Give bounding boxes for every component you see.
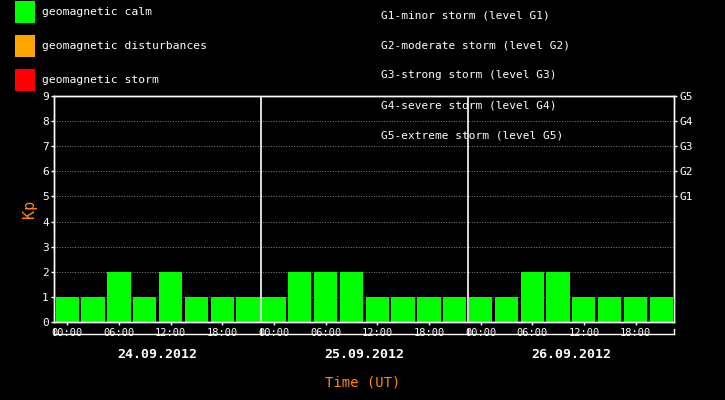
Text: geomagnetic calm: geomagnetic calm xyxy=(42,7,152,17)
Bar xyxy=(81,297,104,322)
Text: 24.09.2012: 24.09.2012 xyxy=(117,348,198,360)
Bar xyxy=(598,297,621,322)
Text: G3-strong storm (level G3): G3-strong storm (level G3) xyxy=(381,70,556,80)
Bar xyxy=(572,297,595,322)
Bar xyxy=(650,297,673,322)
Bar xyxy=(314,272,337,322)
Text: G1-minor storm (level G1): G1-minor storm (level G1) xyxy=(381,10,550,20)
Bar xyxy=(288,272,311,322)
Y-axis label: Kp: Kp xyxy=(22,200,36,218)
Bar xyxy=(133,297,157,322)
Bar xyxy=(469,297,492,322)
Bar xyxy=(418,297,441,322)
Bar xyxy=(624,297,647,322)
Bar xyxy=(392,297,415,322)
Bar xyxy=(365,297,389,322)
Bar xyxy=(547,272,570,322)
Bar xyxy=(56,297,79,322)
Text: geomagnetic disturbances: geomagnetic disturbances xyxy=(42,41,207,51)
Bar xyxy=(521,272,544,322)
Text: geomagnetic storm: geomagnetic storm xyxy=(42,75,159,85)
Bar xyxy=(236,297,260,322)
Bar xyxy=(443,297,466,322)
Text: Time (UT): Time (UT) xyxy=(325,376,400,390)
Text: 25.09.2012: 25.09.2012 xyxy=(324,348,405,360)
Bar xyxy=(340,272,363,322)
Text: G4-severe storm (level G4): G4-severe storm (level G4) xyxy=(381,100,556,110)
Bar xyxy=(211,297,234,322)
Bar xyxy=(159,272,182,322)
Bar xyxy=(262,297,286,322)
Text: G5-extreme storm (level G5): G5-extreme storm (level G5) xyxy=(381,130,563,140)
Bar xyxy=(185,297,208,322)
Text: 26.09.2012: 26.09.2012 xyxy=(531,348,611,360)
Bar xyxy=(494,297,518,322)
Text: G2-moderate storm (level G2): G2-moderate storm (level G2) xyxy=(381,40,570,50)
Bar xyxy=(107,272,130,322)
